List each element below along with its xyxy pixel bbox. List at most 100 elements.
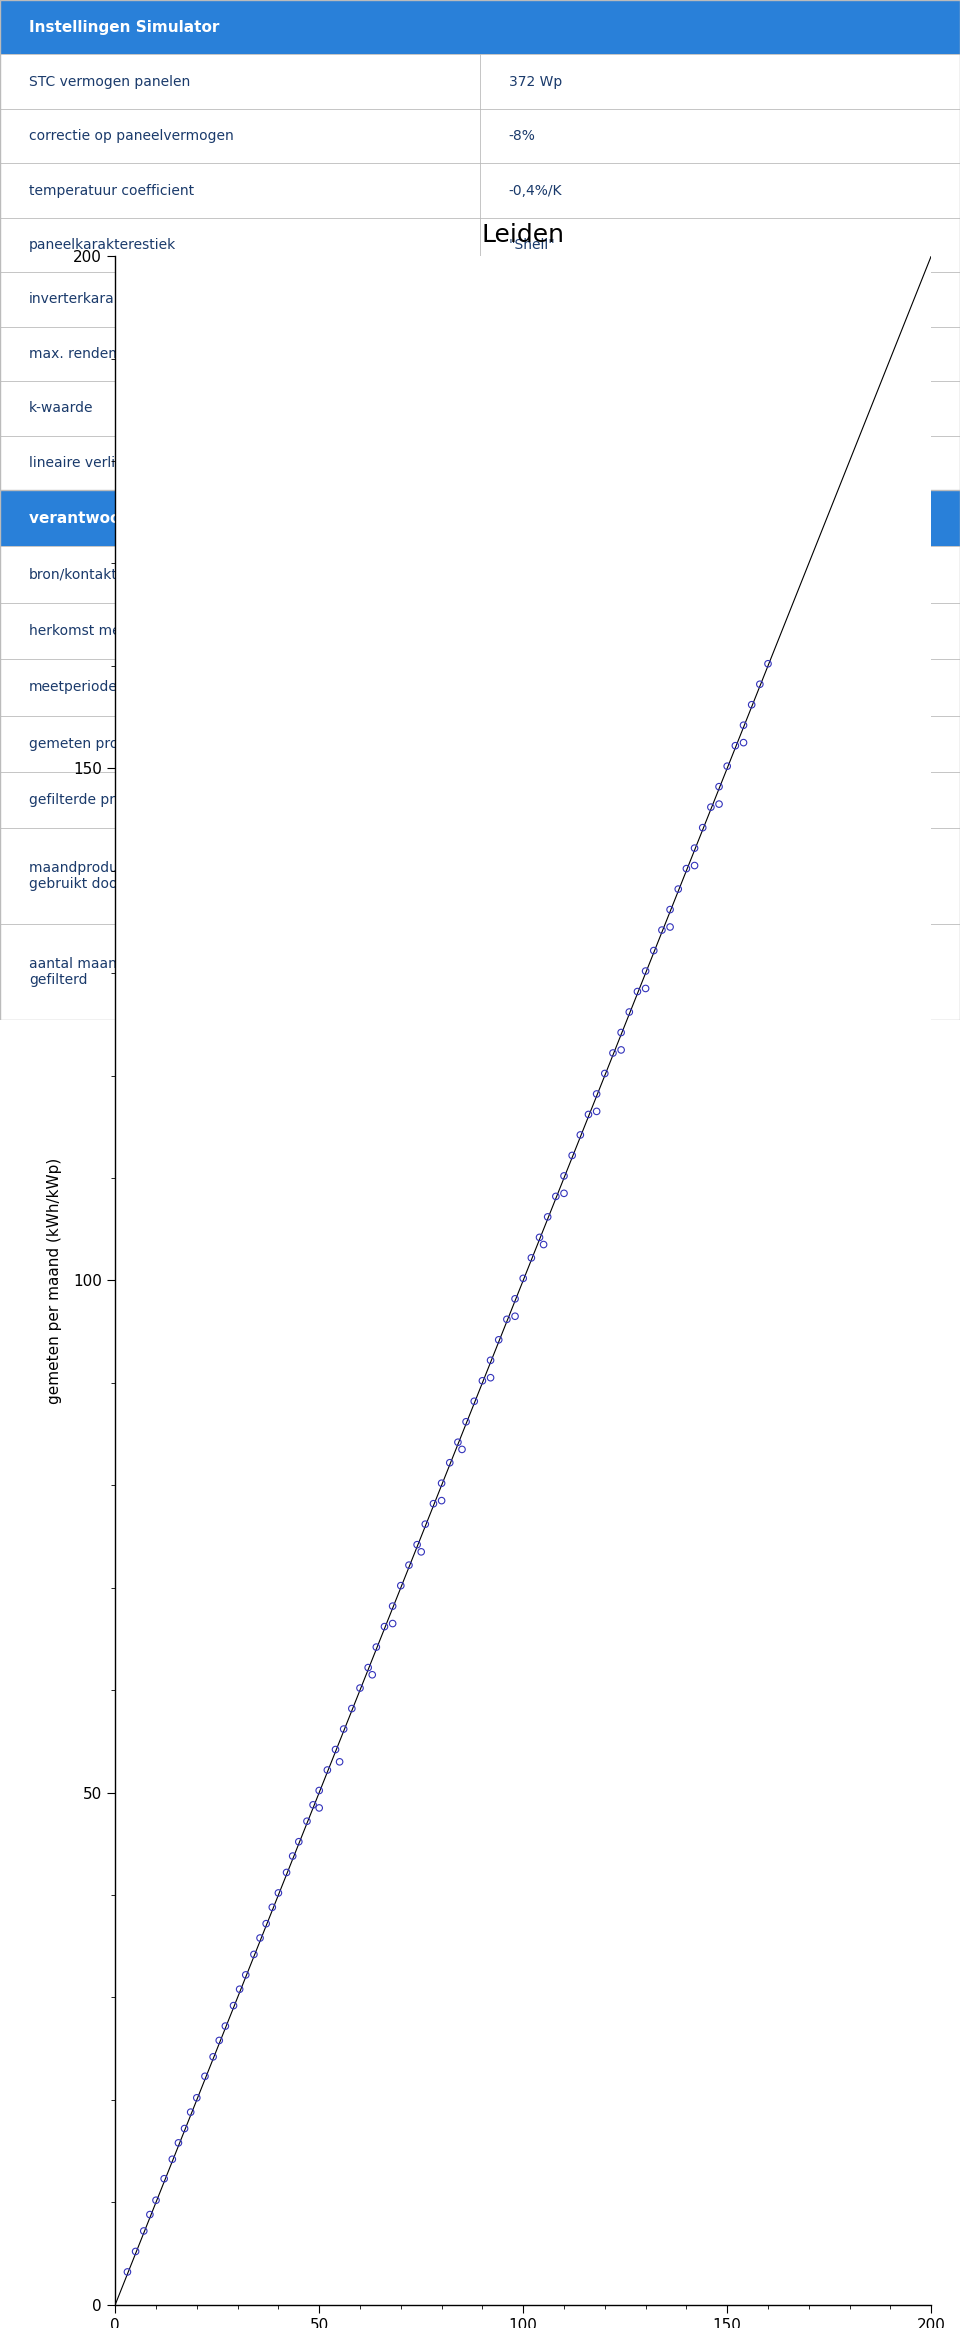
- Point: [662, 908, 678, 945]
- Point: [507, 1280, 522, 1318]
- Point: [711, 785, 727, 822]
- Point: [679, 850, 694, 887]
- Point: [622, 994, 637, 1031]
- Point: [360, 1648, 375, 1685]
- Text: correctie op paneelvermogen: correctie op paneelvermogen: [29, 128, 233, 142]
- Text: max. rendement inverter(s): max. rendement inverter(s): [29, 347, 222, 361]
- Point: [434, 1464, 449, 1502]
- Text: Grafiek 1.: Grafiek 1.: [422, 1052, 538, 1071]
- FancyBboxPatch shape: [0, 272, 960, 326]
- Point: [630, 973, 645, 1010]
- Point: [516, 1259, 531, 1297]
- Point: [442, 1443, 457, 1481]
- Text: paneelkarakterestiek: paneelkarakterestiek: [29, 237, 176, 251]
- Text: temperatuur coefficient: temperatuur coefficient: [29, 184, 194, 198]
- Point: [205, 2039, 221, 2077]
- Point: [459, 1404, 474, 1441]
- Point: [507, 1297, 522, 1334]
- Point: [588, 1092, 605, 1129]
- FancyBboxPatch shape: [0, 489, 960, 547]
- Point: [662, 892, 678, 929]
- Text: lineaire verliezen (lump-sum): lineaire verliezen (lump-sum): [29, 456, 232, 470]
- Point: [613, 1015, 629, 1052]
- Text: STC vermogen panelen: STC vermogen panelen: [29, 74, 190, 88]
- Text: 1,35%: 1,35%: [509, 456, 553, 470]
- Point: [467, 1383, 482, 1420]
- Point: [606, 1034, 621, 1071]
- Text: gemeten productie: gemeten productie: [29, 736, 161, 750]
- Point: [524, 1238, 540, 1276]
- Point: [760, 645, 776, 682]
- Text: bron/kontaktpersoon: bron/kontaktpersoon: [29, 568, 174, 582]
- Point: [483, 1341, 498, 1378]
- FancyBboxPatch shape: [0, 603, 960, 659]
- Point: [695, 810, 710, 847]
- FancyBboxPatch shape: [0, 0, 960, 54]
- Point: [385, 1604, 400, 1641]
- Text: 372 Wp: 372 Wp: [509, 74, 562, 88]
- Point: [128, 2233, 143, 2270]
- Point: [434, 1483, 449, 1520]
- Point: [686, 847, 702, 885]
- Point: [246, 1937, 261, 1974]
- Y-axis label: gemeten per maand (kWh/kWp): gemeten per maand (kWh/kWp): [47, 1157, 62, 1404]
- Point: [311, 1772, 326, 1809]
- Text: uitlezen inverter(s): uitlezen inverter(s): [509, 624, 641, 638]
- FancyBboxPatch shape: [0, 659, 960, 715]
- Point: [744, 687, 759, 724]
- Point: [491, 1322, 507, 1360]
- Point: [597, 1055, 612, 1092]
- Point: [426, 1485, 442, 1523]
- Text: 124: 124: [509, 966, 535, 980]
- FancyBboxPatch shape: [0, 219, 960, 272]
- Point: [581, 1096, 596, 1134]
- Point: [300, 1802, 315, 1839]
- Point: [540, 1199, 555, 1236]
- Point: [394, 1567, 409, 1604]
- Point: [474, 1362, 490, 1399]
- Point: [120, 2254, 135, 2291]
- Point: [311, 1790, 326, 1827]
- Point: [156, 2160, 172, 2198]
- FancyBboxPatch shape: [0, 829, 960, 924]
- FancyBboxPatch shape: [0, 924, 960, 1020]
- Point: [483, 1360, 498, 1397]
- Point: [720, 747, 735, 785]
- Point: [414, 1534, 429, 1571]
- Point: [148, 2181, 163, 2219]
- Point: [345, 1690, 360, 1727]
- FancyBboxPatch shape: [0, 773, 960, 829]
- Point: [646, 931, 661, 968]
- Point: [454, 1432, 469, 1469]
- Text: meetperiode: meetperiode: [29, 680, 118, 694]
- Text: inverterkarakterestiek: inverterkarakterestiek: [29, 293, 183, 307]
- Point: [211, 2021, 227, 2058]
- Text: jan/2010: jan/2010: [509, 868, 570, 882]
- Point: [572, 1117, 588, 1155]
- Point: [752, 666, 767, 703]
- Point: [711, 768, 727, 805]
- Point: [548, 1178, 564, 1215]
- Point: [532, 1220, 547, 1257]
- Point: [271, 1874, 286, 1911]
- Point: [499, 1301, 515, 1339]
- Point: [369, 1630, 384, 1667]
- Point: [171, 2123, 186, 2160]
- Point: [670, 871, 685, 908]
- Text: Resultaten simulatie: Resultaten simulatie: [358, 1106, 602, 1127]
- FancyBboxPatch shape: [0, 382, 960, 435]
- Point: [252, 1918, 268, 1956]
- Point: [352, 1669, 368, 1706]
- FancyBboxPatch shape: [0, 715, 960, 773]
- Text: -0,4%/K: -0,4%/K: [509, 184, 563, 198]
- Point: [735, 708, 751, 745]
- Point: [305, 1786, 321, 1823]
- FancyBboxPatch shape: [0, 109, 960, 163]
- Point: [564, 1136, 580, 1173]
- Point: [557, 1176, 572, 1213]
- FancyBboxPatch shape: [0, 489, 960, 1020]
- FancyBboxPatch shape: [0, 54, 960, 109]
- Text: maandproducties niet
gebruikt door sneeuwval: maandproducties niet gebruikt door sneeu…: [29, 861, 202, 892]
- Point: [332, 1744, 348, 1781]
- FancyBboxPatch shape: [0, 326, 960, 382]
